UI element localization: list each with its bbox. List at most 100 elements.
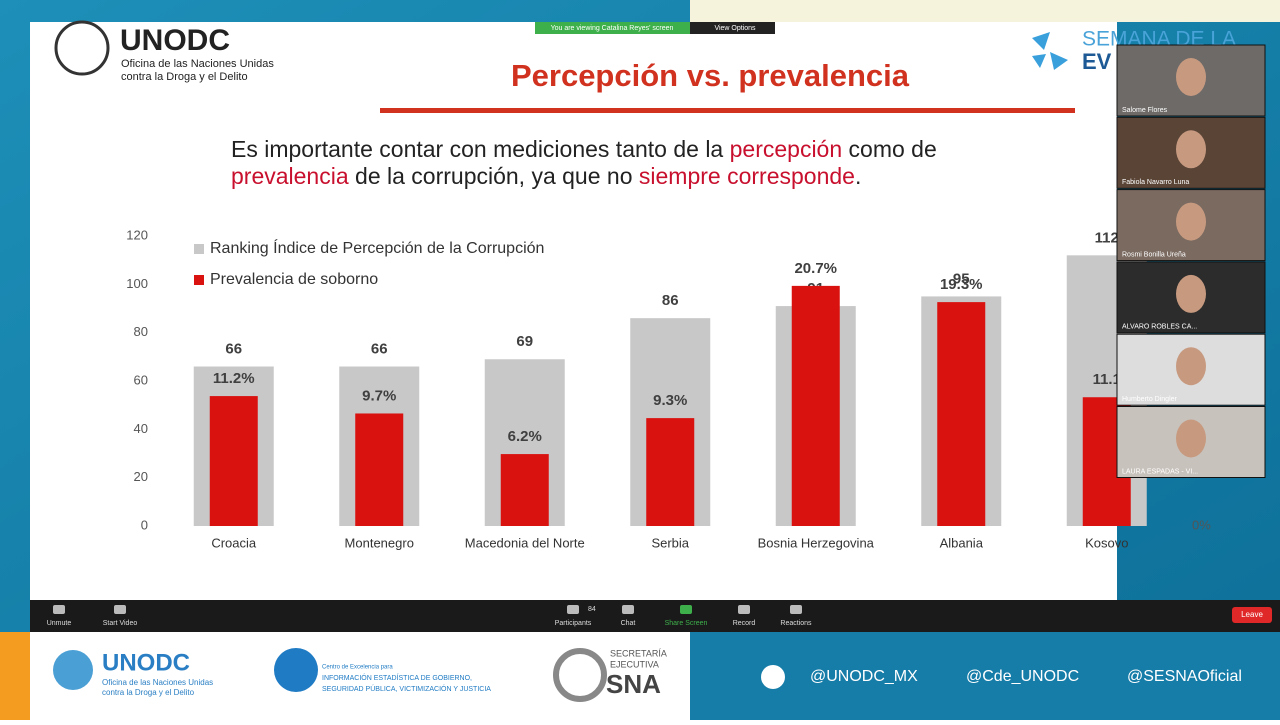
event-logo — [1032, 32, 1068, 70]
bar — [209, 396, 258, 526]
toolbar-icon[interactable] — [567, 605, 579, 614]
text-segment: . — [855, 163, 861, 189]
x-tick-label: Albania — [940, 535, 984, 550]
legend-label: Ranking Índice de Percepción de la Corru… — [210, 238, 544, 257]
toolbar-label: Chat — [621, 620, 636, 627]
toolbar-label: Reactions — [780, 620, 812, 627]
value-label: 112 — [1095, 229, 1119, 246]
legend-label: Prevalencia de soborno — [210, 271, 378, 288]
value-label: 6.2% — [508, 428, 542, 445]
legend-swatch — [194, 275, 204, 285]
x-tick-label: Serbia — [651, 535, 689, 550]
text-segment: siempre corresponde — [639, 163, 855, 189]
cde-text: SEGURIDAD PÚBLICA, VICTIMIZACIÓN Y JUSTI… — [322, 684, 491, 693]
cde-text: Centro de Excelencia para — [322, 665, 393, 671]
participant-face — [1176, 130, 1206, 169]
bar — [791, 285, 840, 526]
slide-text: Es importante contar con mediciones tant… — [231, 136, 937, 189]
text-segment: prevalencia — [231, 163, 349, 189]
footer-sub: contra la Droga y el Delito — [102, 688, 195, 697]
toolbar-label: Record — [733, 620, 756, 627]
view-options-text: View Options — [714, 25, 756, 32]
footer-right — [690, 632, 1280, 720]
bar — [937, 302, 986, 526]
leave-label: Leave — [1241, 610, 1263, 619]
twitter-icon — [761, 665, 785, 689]
participant-name: Humberto Dingler — [1122, 396, 1178, 403]
video-tile — [1116, 44, 1266, 117]
y-tick-label: 0 — [141, 517, 148, 532]
toolbar-label: Participants — [555, 620, 592, 627]
text-segment: Es importante contar con mediciones tant… — [231, 136, 730, 162]
toolbar-icon[interactable] — [53, 605, 65, 614]
value-label: 20.7% — [794, 260, 837, 277]
sna-logo — [553, 648, 607, 702]
toolbar-icon[interactable] — [114, 605, 126, 614]
x-tick-label: Macedonia del Norte — [465, 535, 585, 550]
legend-swatch — [194, 244, 204, 254]
bar — [500, 454, 549, 526]
top-strip — [690, 0, 1280, 22]
participant-face — [1176, 274, 1206, 313]
y-tick-label: 40 — [134, 421, 148, 436]
value-label: 9.3% — [653, 392, 687, 409]
participant-face — [1176, 58, 1206, 96]
toolbar-label: Share Screen — [665, 620, 708, 627]
participant-name: Fabiola Navarro Luna — [1122, 179, 1189, 186]
value-label: 19.3% — [940, 276, 983, 293]
x-tick-label: Kosovo — [1085, 535, 1128, 550]
participant-name: ALVARO ROBLES CA... — [1122, 324, 1197, 331]
y-tick-label: 120 — [126, 227, 148, 242]
y-tick-label: 60 — [134, 372, 148, 387]
toolbar-label: Unmute — [47, 620, 72, 627]
view-options[interactable] — [690, 22, 775, 34]
slide-logo: UNODC — [120, 24, 230, 57]
y-tick-label: 20 — [134, 469, 148, 484]
text-segment: como de — [842, 136, 937, 162]
footer-sub: Oficina de las Naciones Unidas — [102, 678, 213, 687]
toolbar-icon[interactable] — [622, 605, 634, 614]
cde-text: INFORMACIÓN ESTADÍSTICA DE GOBIERNO, — [322, 673, 472, 682]
social-handle: @SESNAOficial — [1127, 668, 1242, 685]
x-tick-label: Bosnia Herzegovina — [758, 535, 875, 550]
bar — [355, 413, 404, 526]
title-rule — [380, 108, 1075, 113]
bar — [646, 418, 695, 526]
share-banner — [535, 22, 690, 34]
toolbar-icon[interactable] — [738, 605, 750, 614]
leave-button[interactable] — [1232, 607, 1272, 623]
footer-logo: UNODC — [102, 649, 190, 676]
participant-face — [1176, 202, 1206, 241]
y-tick-label: 80 — [134, 324, 148, 339]
cde-logo — [274, 648, 318, 692]
toolbar — [30, 600, 1280, 632]
sna-text: EJECUTIVA — [610, 659, 659, 669]
participant-face — [1176, 347, 1206, 386]
y2-tick-label: 0% — [1192, 517, 1211, 532]
toolbar-icon[interactable] — [680, 605, 692, 614]
toolbar-icon[interactable] — [790, 605, 802, 614]
value-label: 95 — [953, 270, 970, 287]
footer-accent — [0, 632, 30, 720]
value-label: 9.7% — [362, 387, 396, 404]
text-segment: de la corrupción, ya que no — [349, 163, 639, 189]
footer-left — [30, 632, 690, 720]
value-label: 66 — [371, 340, 388, 357]
y-tick-label: 100 — [126, 276, 148, 291]
un-emblem — [54, 20, 110, 76]
value-label: 11.2% — [213, 370, 255, 387]
x-tick-label: Croacia — [211, 535, 257, 550]
share-banner-text: You are viewing Catalina Reyes' screen — [551, 25, 674, 32]
social-handle: @UNODC_MX — [810, 668, 918, 685]
event-name: EV — [1082, 49, 1112, 74]
sna-text: SNA — [606, 669, 661, 699]
org-line: contra la Droga y el Delito — [121, 71, 248, 83]
value-label: 69 — [516, 333, 533, 350]
participant-count: 84 — [588, 606, 596, 613]
value-label: 66 — [225, 340, 242, 357]
participant-name: Salome Flores — [1122, 107, 1168, 114]
org-line: Oficina de las Naciones Unidas — [121, 58, 274, 70]
toolbar-label: Start Video — [103, 620, 138, 627]
sna-text: SECRETARÍA — [610, 648, 667, 658]
x-tick-label: Montenegro — [345, 535, 414, 550]
